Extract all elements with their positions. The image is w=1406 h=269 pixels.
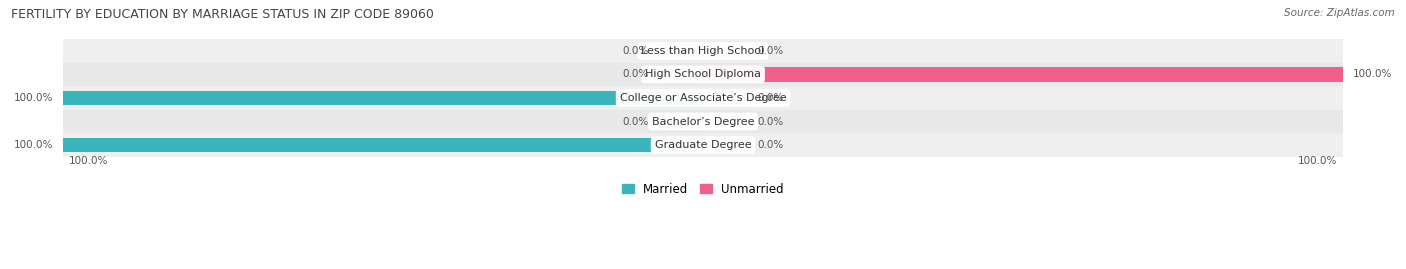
Bar [703,114,748,129]
Text: 100.0%: 100.0% [1298,156,1337,166]
Bar [62,86,1344,110]
Bar [658,44,703,58]
Bar [703,91,748,105]
Text: College or Associate’s Degree: College or Associate’s Degree [620,93,786,103]
Text: 100.0%: 100.0% [1353,69,1392,79]
Text: 0.0%: 0.0% [623,116,648,126]
Text: 0.0%: 0.0% [758,46,783,56]
Text: Graduate Degree: Graduate Degree [655,140,751,150]
Bar [658,67,703,82]
Bar [62,63,1344,86]
Text: 100.0%: 100.0% [14,93,53,103]
Text: 0.0%: 0.0% [758,116,783,126]
Text: 0.0%: 0.0% [623,46,648,56]
Bar [703,44,748,58]
Text: 0.0%: 0.0% [758,93,783,103]
Legend: Married, Unmarried: Married, Unmarried [617,178,789,200]
Bar [62,39,1344,63]
Text: 100.0%: 100.0% [69,156,108,166]
Bar [62,133,1344,157]
Text: Source: ZipAtlas.com: Source: ZipAtlas.com [1284,8,1395,18]
Bar [62,91,703,105]
Text: Less than High School: Less than High School [641,46,765,56]
Text: 0.0%: 0.0% [758,140,783,150]
Text: Bachelor’s Degree: Bachelor’s Degree [652,116,754,126]
Text: 0.0%: 0.0% [623,69,648,79]
Bar [62,138,703,152]
Text: FERTILITY BY EDUCATION BY MARRIAGE STATUS IN ZIP CODE 89060: FERTILITY BY EDUCATION BY MARRIAGE STATU… [11,8,434,21]
Bar [658,114,703,129]
Text: High School Diploma: High School Diploma [645,69,761,79]
Bar [703,67,1344,82]
Bar [62,110,1344,133]
Text: 100.0%: 100.0% [14,140,53,150]
Bar [703,138,748,152]
